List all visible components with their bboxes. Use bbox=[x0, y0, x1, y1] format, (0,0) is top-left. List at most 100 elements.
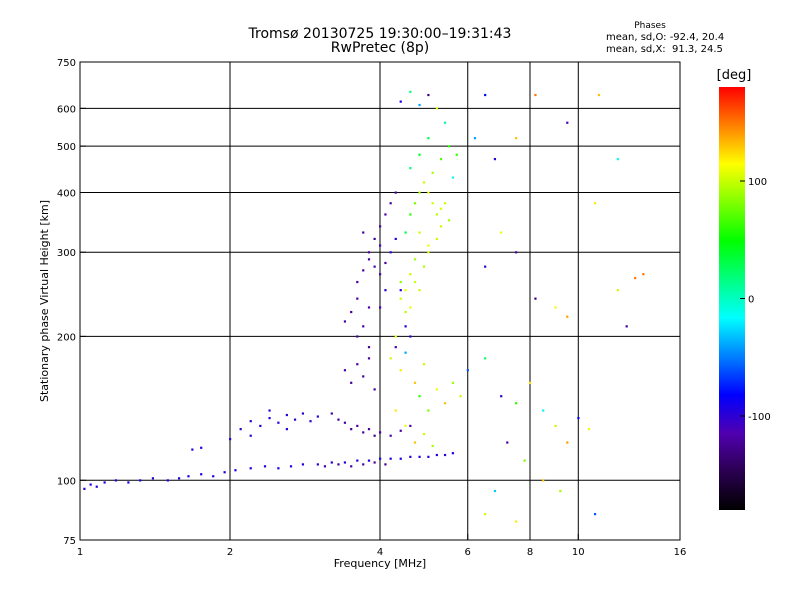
data-point bbox=[249, 467, 252, 470]
data-point bbox=[409, 90, 412, 93]
data-point bbox=[427, 244, 430, 247]
x-axis-label: Frequency [MHz] bbox=[334, 557, 426, 570]
data-point bbox=[223, 471, 226, 474]
data-point bbox=[191, 448, 194, 451]
data-point bbox=[356, 280, 359, 284]
data-point bbox=[249, 420, 252, 423]
data-point bbox=[413, 202, 417, 205]
data-point bbox=[389, 251, 392, 254]
data-point bbox=[435, 453, 438, 457]
data-point bbox=[443, 453, 447, 457]
data-point bbox=[356, 363, 359, 366]
data-point bbox=[418, 289, 421, 292]
data-point bbox=[431, 444, 434, 448]
data-point bbox=[343, 461, 347, 464]
data-point bbox=[451, 381, 455, 384]
data-point bbox=[337, 463, 340, 466]
data-point bbox=[443, 402, 447, 405]
data-point bbox=[379, 273, 382, 276]
x-tick-label: 1 bbox=[77, 547, 83, 558]
data-point bbox=[534, 297, 537, 300]
x-tick-label: 10 bbox=[572, 547, 585, 558]
data-point bbox=[473, 137, 477, 140]
data-point bbox=[373, 461, 376, 464]
data-point bbox=[200, 446, 203, 449]
data-point bbox=[83, 487, 86, 490]
data-point bbox=[367, 306, 371, 309]
x-tick-label: 8 bbox=[527, 547, 533, 558]
data-point bbox=[427, 93, 430, 97]
data-point bbox=[166, 479, 169, 482]
data-point bbox=[384, 463, 387, 466]
data-point bbox=[451, 176, 455, 179]
data-point bbox=[367, 357, 371, 360]
data-point bbox=[362, 463, 365, 466]
data-point bbox=[373, 388, 376, 391]
data-point bbox=[373, 237, 376, 241]
data-point bbox=[187, 475, 190, 478]
y-axis-label: Stationary phase Virtual Height [km] bbox=[38, 200, 51, 402]
data-point bbox=[484, 93, 487, 97]
data-point bbox=[316, 463, 319, 466]
data-point bbox=[493, 158, 497, 161]
data-point bbox=[89, 483, 92, 486]
data-point bbox=[523, 459, 526, 462]
data-point bbox=[418, 395, 421, 398]
data-point bbox=[435, 213, 438, 216]
y-tick-label: 750 bbox=[57, 58, 76, 69]
data-point bbox=[177, 477, 181, 480]
data-point bbox=[114, 479, 118, 482]
data-point bbox=[404, 231, 407, 234]
data-point bbox=[389, 202, 392, 205]
data-point bbox=[323, 465, 327, 468]
y-tick-label: 200 bbox=[57, 332, 76, 343]
data-point bbox=[431, 202, 434, 205]
data-point bbox=[384, 213, 387, 216]
data-point bbox=[127, 481, 130, 484]
data-point bbox=[566, 441, 569, 444]
data-point bbox=[394, 335, 397, 338]
data-point bbox=[427, 455, 430, 458]
data-point bbox=[435, 107, 438, 110]
data-point bbox=[373, 434, 376, 437]
data-point bbox=[515, 402, 518, 405]
data-point bbox=[439, 207, 443, 210]
data-point bbox=[362, 431, 365, 434]
data-point bbox=[587, 428, 591, 431]
data-point bbox=[367, 258, 371, 261]
data-point bbox=[413, 280, 417, 284]
data-point bbox=[259, 424, 262, 428]
data-point bbox=[350, 465, 353, 468]
data-point bbox=[362, 269, 365, 272]
data-point bbox=[399, 429, 402, 432]
data-point bbox=[413, 258, 417, 261]
data-point bbox=[515, 520, 518, 523]
data-point bbox=[268, 409, 271, 412]
data-point bbox=[409, 335, 412, 338]
data-point bbox=[367, 251, 371, 254]
data-points bbox=[83, 90, 645, 523]
data-point bbox=[422, 181, 426, 184]
data-point bbox=[399, 457, 402, 460]
data-point bbox=[316, 415, 319, 418]
data-point bbox=[542, 479, 545, 482]
data-point bbox=[484, 513, 487, 516]
data-point bbox=[350, 310, 353, 314]
data-point bbox=[427, 191, 430, 194]
data-point bbox=[404, 351, 407, 354]
data-point bbox=[413, 441, 417, 444]
data-point bbox=[431, 171, 434, 174]
data-point bbox=[435, 388, 438, 391]
data-point bbox=[418, 103, 421, 107]
data-point bbox=[350, 428, 353, 431]
stats-x-mode: mean, sd,X: 91.3, 24.5 bbox=[606, 44, 723, 55]
x-tick-label: 4 bbox=[377, 547, 383, 558]
data-point bbox=[229, 437, 232, 441]
data-point bbox=[451, 452, 455, 455]
data-point bbox=[367, 459, 371, 462]
data-point bbox=[625, 325, 628, 328]
data-point bbox=[566, 121, 569, 124]
data-point bbox=[422, 363, 426, 366]
axis-ticks: 1 2 4 6 8 10 16 75 100 200 300 400 500 600 750 bbox=[57, 58, 686, 558]
data-point bbox=[379, 244, 382, 247]
